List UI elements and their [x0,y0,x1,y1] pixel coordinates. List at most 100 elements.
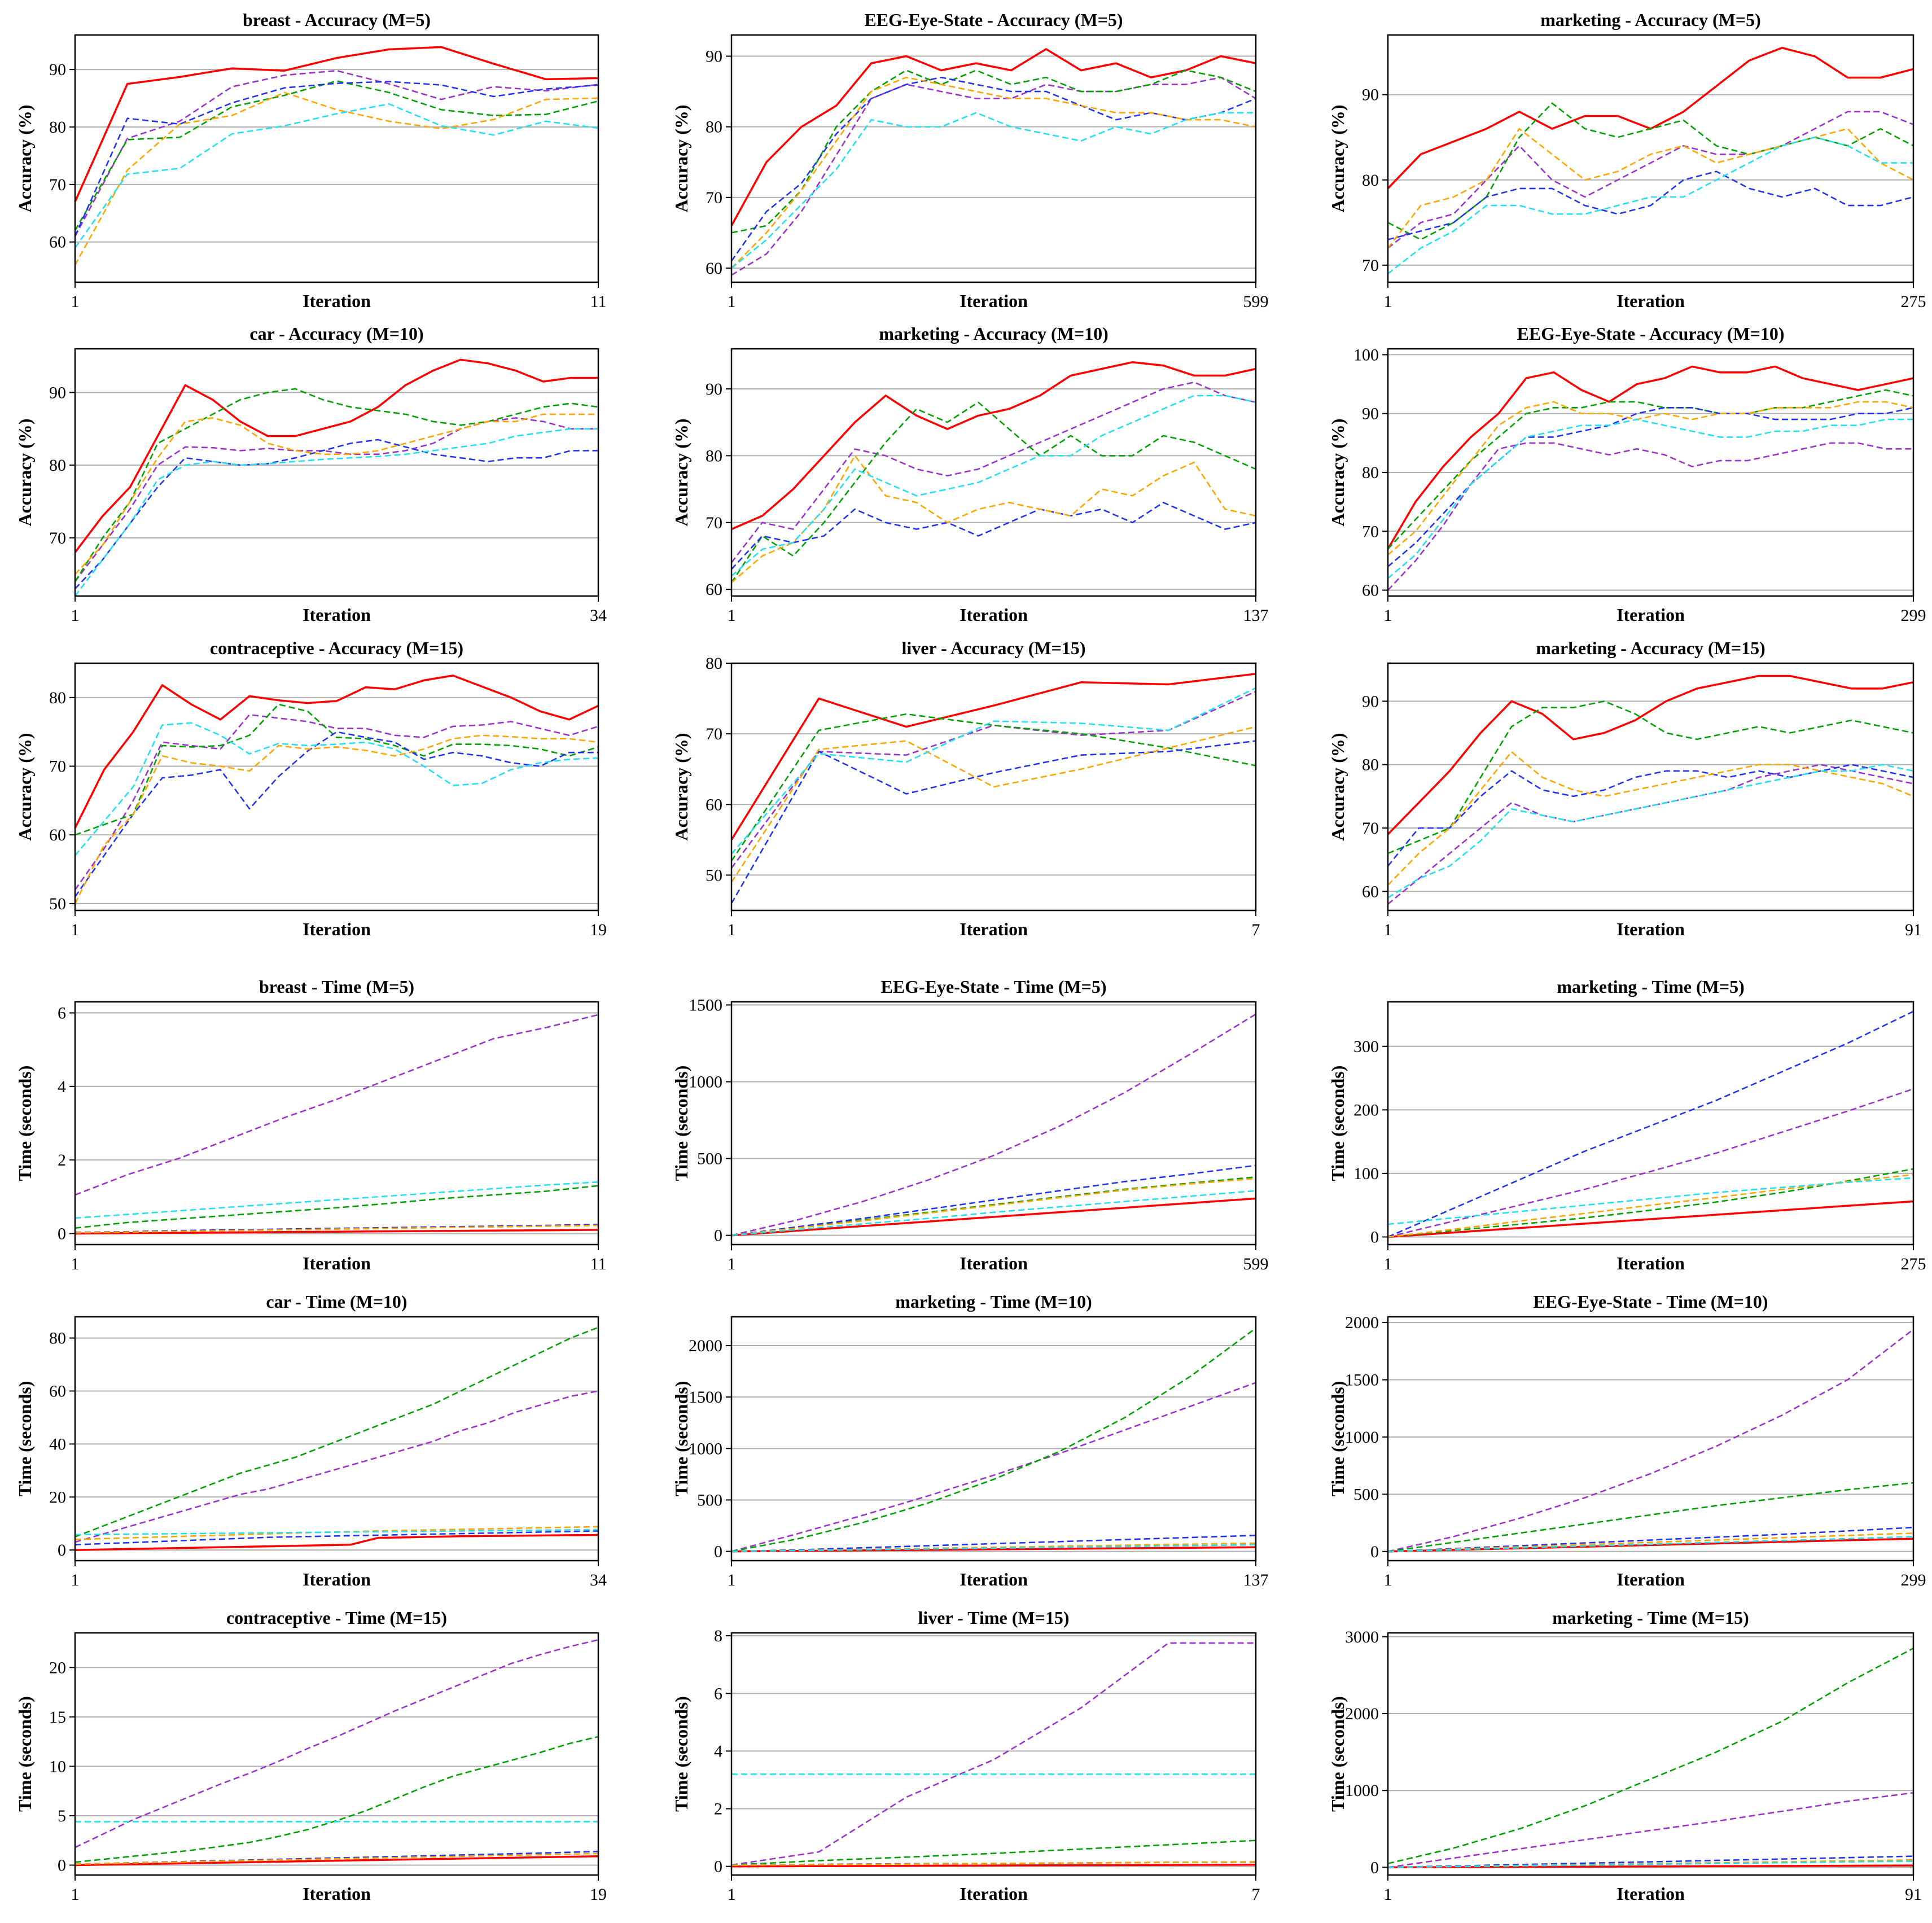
y-tick-label: 60 [1362,882,1379,901]
plot-frame [74,34,599,283]
chart-panel-car-acc: 70 80 90 1 34 Iteration Accuracy (%) car - Accu… [15,323,607,625]
y-tick-label: 70 [49,529,66,547]
y-tick-label: 90 [1362,405,1379,423]
plot-frame [1387,662,1915,912]
y-axis-label: Accuracy (%) [1328,104,1348,212]
x-axis-label: Iteration [960,605,1028,625]
y-tick-label: 1500 [689,996,722,1014]
series-line-proposed [74,674,599,829]
y-axis-label: Time (seconds) [15,1066,35,1181]
y-tick-label: 80 [49,689,66,707]
series-line-m1 [731,1642,1256,1866]
plot-frame [1387,1001,1915,1246]
chart-title: marketing - Time (M=15) [1552,1607,1749,1628]
y-tick-label: 200 [1353,1101,1379,1119]
x-tick-label: 1 [728,1255,736,1273]
x-axis-label: Iteration [960,1253,1028,1273]
y-axis-label: Accuracy (%) [15,733,35,840]
y-tick-label: 90 [706,47,722,66]
series-line-m1 [1387,111,1914,249]
series-line-m3 [74,81,599,237]
series-line-m2 [1387,1168,1914,1238]
x-tick-label: 7 [1252,1885,1260,1904]
x-tick-label: 7 [1252,921,1260,939]
plot-frame [74,1001,599,1246]
y-tick-label: 20 [49,1488,66,1506]
x-axis-label: Iteration [303,1569,371,1589]
series-line-m2 [1387,700,1914,855]
series-line-m3 [731,501,1256,570]
series-line-proposed [731,361,1256,531]
x-axis-label: Iteration [1616,919,1685,939]
y-tick-label: 15 [49,1708,66,1727]
x-tick-label: 299 [1901,1571,1926,1589]
series-line-m4 [75,1852,599,1865]
x-tick-label: 1 [728,921,736,939]
y-tick-label: 1500 [1345,1371,1379,1390]
series-line-m4 [1387,1173,1914,1238]
y-tick-label: 2 [58,1151,66,1169]
x-tick-label: 1 [728,606,736,625]
series-line-m1 [731,1382,1256,1552]
series-line-m5 [731,1190,1256,1236]
y-tick-label: 1500 [689,1388,722,1407]
plot-frame [1387,34,1915,283]
x-tick-label: 91 [1905,1885,1922,1904]
x-tick-label: 1 [71,921,80,939]
chart-title: liver - Accuracy (M=15) [902,638,1086,658]
y-tick-label: 20 [49,1658,66,1677]
y-axis-label: Accuracy (%) [15,104,35,212]
series-line-m3 [731,1535,1256,1552]
series-line-m1 [75,1014,599,1196]
series-line-m4 [1387,128,1914,249]
series-line-m4 [74,734,599,904]
plot-frame [74,1632,599,1876]
plot-frame [1387,1316,1915,1562]
x-tick-label: 275 [1901,1255,1926,1273]
y-axis-label: Accuracy (%) [1328,733,1348,840]
series-line-m2 [75,1736,599,1863]
series-line-m1 [731,1013,1256,1236]
y-tick-label: 0 [1370,1543,1379,1561]
x-tick-label: 275 [1901,292,1926,311]
y-tick-label: 60 [49,233,66,252]
y-tick-label: 5 [58,1807,66,1825]
series-line-proposed [75,1534,599,1551]
series-line-m4 [730,726,1256,883]
chart-panel-liver-acc: 50 60 70 80 1 7 Iteration Accuracy (%) liver - A… [671,638,1260,939]
y-tick-label: 90 [49,383,66,402]
chart-panel-marketing10-acc: 60 70 80 90 1 137 Iteration Accuracy (%) marketi… [671,323,1269,625]
series-line-m2 [731,1328,1256,1552]
chart-panel-marketing15-time: 0 1000 2000 3000 1 91 Iteration Time (seconds) m… [1328,1607,1922,1904]
x-axis-label: Iteration [1616,1253,1685,1273]
chart-title: marketing - Time (M=5) [1557,976,1745,997]
plot-frame [74,1316,599,1562]
plot-frame [730,34,1257,283]
series-line-m4 [75,1224,599,1234]
series-line-proposed [1387,365,1914,550]
series-line-m2 [75,1326,599,1537]
series-line-m5 [75,722,599,856]
y-axis-label: Time (seconds) [1328,1696,1348,1812]
chart-title: marketing - Time (M=10) [895,1291,1092,1312]
x-tick-label: 91 [1905,921,1922,939]
x-tick-label: 599 [1243,1255,1269,1273]
y-axis-label: Accuracy (%) [671,418,691,526]
y-tick-label: 10 [49,1757,66,1776]
y-tick-label: 500 [697,1491,722,1509]
x-axis-label: Iteration [960,1569,1028,1589]
y-tick-label: 70 [706,514,722,532]
plot-frame [74,348,599,597]
x-axis-label: Iteration [960,919,1028,939]
series-line-m5 [1387,1177,1914,1225]
x-tick-label: 1 [71,292,80,311]
y-tick-label: 6 [58,1004,66,1023]
y-tick-label: 80 [1362,756,1379,774]
y-tick-label: 0 [1370,1228,1379,1246]
x-tick-label: 1 [71,1255,80,1273]
chart-title: marketing - Accuracy (M=10) [879,323,1109,344]
x-tick-label: 1 [71,606,80,625]
x-tick-label: 11 [590,1255,607,1273]
y-tick-label: 80 [706,654,722,673]
series-line-m4 [731,76,1256,269]
